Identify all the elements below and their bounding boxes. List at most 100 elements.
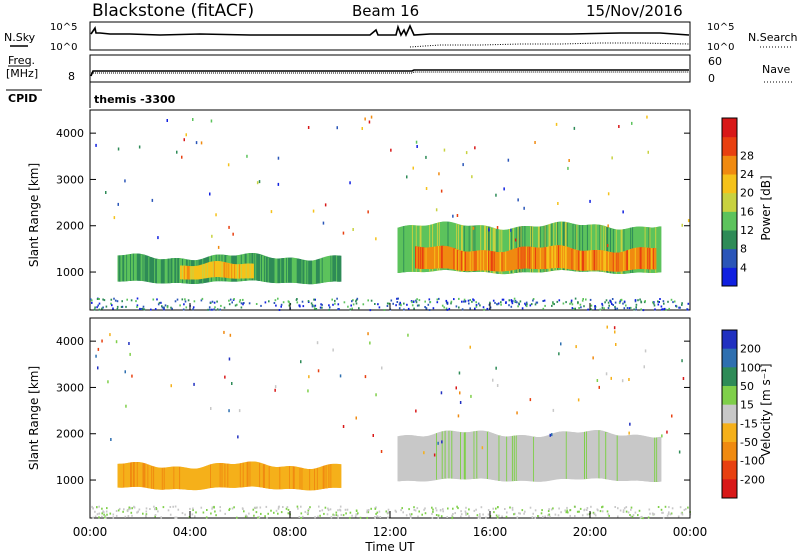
speckle-mark bbox=[637, 299, 639, 302]
speckle-mark bbox=[252, 508, 255, 511]
speckle-mark bbox=[311, 304, 314, 307]
speckle-mark bbox=[610, 301, 612, 304]
colorbar-tick-label: -15 bbox=[740, 417, 758, 430]
speckle-mark bbox=[472, 298, 474, 301]
speckle-mark bbox=[547, 514, 549, 517]
speckle-mark bbox=[577, 301, 579, 304]
speckle-mark bbox=[185, 306, 188, 309]
speckle-mark bbox=[277, 512, 279, 515]
speckle-mark bbox=[566, 509, 568, 512]
scatter-mark bbox=[258, 180, 261, 184]
speckle-mark bbox=[399, 301, 401, 304]
colorbar-tick-label: 16 bbox=[740, 205, 754, 218]
speckle-mark bbox=[551, 304, 553, 307]
colorbar-swatch bbox=[722, 386, 737, 406]
scatter-mark bbox=[324, 203, 327, 207]
speckle-mark bbox=[614, 305, 616, 308]
speckle-mark bbox=[416, 304, 419, 307]
speckle-mark bbox=[154, 308, 157, 311]
speckle-mark bbox=[112, 516, 115, 519]
speckle-mark bbox=[374, 507, 377, 510]
speckle-mark bbox=[640, 308, 642, 311]
freq-label-1: Freq. bbox=[8, 54, 35, 67]
speckle-mark bbox=[300, 505, 302, 508]
speckle-mark bbox=[583, 305, 585, 308]
speckle-mark bbox=[143, 308, 146, 311]
scatter-mark bbox=[682, 377, 685, 380]
speckle-mark bbox=[123, 508, 125, 511]
speckle-mark bbox=[265, 505, 268, 508]
nsearch-trace bbox=[409, 42, 690, 48]
scatter-mark bbox=[433, 453, 436, 457]
speckle-mark bbox=[629, 514, 631, 516]
scatter-mark bbox=[412, 166, 414, 170]
beam-title: Beam 16 bbox=[352, 2, 419, 20]
speckle-mark bbox=[549, 515, 551, 518]
speckle-mark bbox=[236, 516, 238, 519]
scatter-mark bbox=[372, 434, 374, 437]
scatter-mark bbox=[613, 326, 616, 330]
speckle-mark bbox=[93, 308, 96, 311]
speckle-mark bbox=[313, 298, 315, 301]
nsky-label: N.Sky bbox=[4, 31, 36, 44]
speckle-mark bbox=[355, 513, 357, 516]
speckle-mark bbox=[336, 297, 338, 300]
speckle-mark bbox=[315, 308, 318, 310]
scatter-mark bbox=[465, 151, 468, 155]
speckle-mark bbox=[635, 306, 637, 309]
speckle-mark bbox=[248, 302, 251, 305]
speckle-mark bbox=[106, 507, 108, 510]
speckle-mark bbox=[511, 302, 514, 305]
speckle-mark bbox=[641, 515, 643, 518]
speckle-mark bbox=[214, 306, 216, 309]
speckle-mark bbox=[402, 511, 404, 514]
scatter-mark bbox=[523, 206, 525, 210]
colorbar-swatch bbox=[722, 479, 737, 499]
speckle-mark bbox=[516, 516, 519, 519]
speckle-mark bbox=[552, 301, 554, 304]
scatter-mark bbox=[558, 352, 560, 356]
scatter-mark bbox=[166, 119, 168, 122]
speckle-mark bbox=[245, 514, 247, 517]
power-y-axis: 1000 2000 3000 4000 bbox=[56, 127, 690, 279]
scatter-mark bbox=[185, 133, 187, 137]
speckle-mark bbox=[314, 516, 316, 519]
colorbar-swatch bbox=[722, 230, 737, 250]
speckle-mark bbox=[569, 514, 571, 517]
speckle-mark bbox=[152, 298, 155, 301]
speckle-mark bbox=[161, 305, 163, 308]
scatter-mark bbox=[441, 440, 443, 444]
speckle-mark bbox=[511, 506, 514, 509]
cpid-label: CPID bbox=[8, 92, 37, 105]
scatter-mark bbox=[440, 189, 443, 193]
speckle-mark bbox=[231, 507, 234, 510]
speckle-mark bbox=[187, 299, 190, 302]
speckle-mark bbox=[192, 308, 194, 311]
speckle-mark bbox=[357, 512, 359, 515]
speckle-mark bbox=[145, 513, 148, 516]
colorbar-frame bbox=[721, 117, 738, 287]
speckle-mark bbox=[376, 511, 379, 514]
x-tick-label: 20:00 bbox=[573, 525, 608, 539]
speckle-mark bbox=[374, 516, 376, 519]
speckle-mark bbox=[130, 511, 133, 514]
range-cell bbox=[339, 255, 342, 282]
scatter-mark bbox=[435, 208, 438, 212]
speckle-mark bbox=[309, 506, 311, 509]
speckle-mark bbox=[443, 306, 445, 309]
speckle-mark bbox=[124, 515, 127, 518]
speckle-mark bbox=[421, 513, 423, 516]
scatter-mark bbox=[529, 398, 532, 402]
nsky-tick-high: 10^5 bbox=[50, 22, 77, 33]
speckle-mark bbox=[323, 512, 325, 515]
speckle-mark bbox=[505, 515, 508, 518]
speckle-mark bbox=[455, 305, 458, 308]
speckle-mark bbox=[630, 508, 632, 511]
scatter-mark bbox=[495, 366, 497, 370]
speckle-mark bbox=[205, 516, 208, 519]
speckle-mark bbox=[681, 302, 683, 305]
speckle-mark bbox=[451, 517, 453, 520]
speckle-mark bbox=[257, 516, 259, 519]
scatter-mark bbox=[611, 156, 613, 160]
scatter-mark bbox=[423, 451, 425, 455]
